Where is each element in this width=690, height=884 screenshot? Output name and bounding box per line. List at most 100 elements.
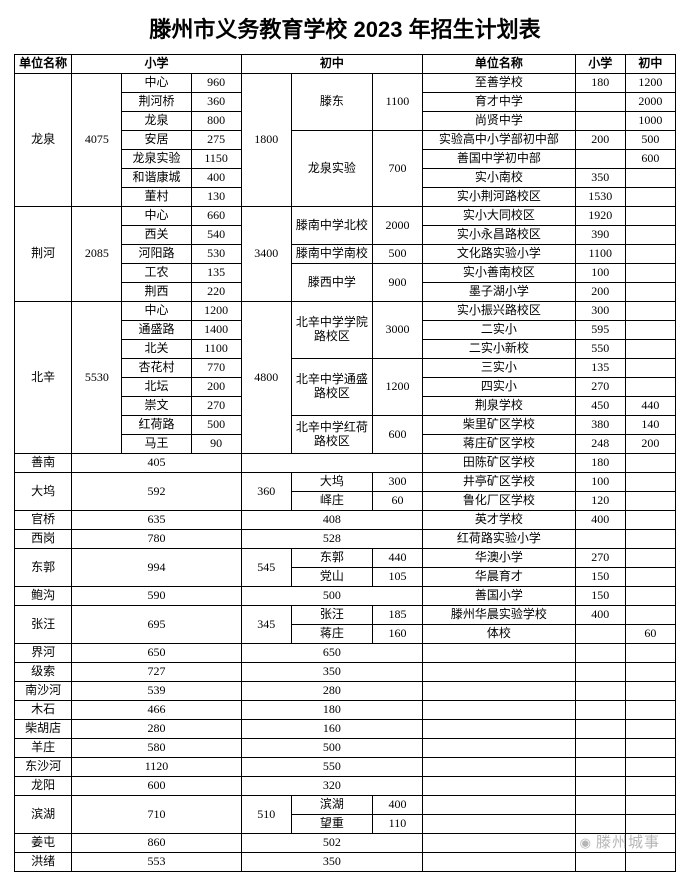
cell: 党山 [291,568,372,587]
cell: 荆河桥 [122,93,191,112]
cell: 田陈矿区学校 [423,454,576,473]
cell: 380 [575,416,625,435]
cell: 河阳路 [122,245,191,264]
cell: 中心 [122,74,191,93]
cell [423,682,576,701]
cell [423,701,576,720]
cell: 实小永昌路校区 [423,226,576,245]
cell [575,93,625,112]
cell: 180 [575,74,625,93]
cell: 界河 [15,644,72,663]
cell: 660 [191,207,241,226]
cell: 60 [372,492,422,511]
cell: 大坞 [15,473,72,511]
cell: 105 [372,568,422,587]
cell: 尚贤中学 [423,112,576,131]
cell [575,720,625,739]
cell: 135 [191,264,241,283]
table-row: 西岗780528红荷路实验小学 [15,530,676,549]
cell: 200 [575,283,625,302]
cell: 张汪 [15,606,72,644]
cell: 实验高中小学部初中部 [423,131,576,150]
cell: 600 [372,416,422,454]
cell: 3000 [372,302,422,359]
cell: 300 [372,473,422,492]
cell [575,112,625,131]
cell: 墨子湖小学 [423,283,576,302]
table-row: 羊庄580500 [15,739,676,758]
table-row: 洪绪553350 [15,853,676,872]
table-row: 柴胡店280160 [15,720,676,739]
cell: 140 [625,416,675,435]
cell: 滕西中学 [291,264,372,302]
cell: 二实小 [423,321,576,340]
cell: 1100 [575,245,625,264]
cell: 姜屯 [15,834,72,853]
cell: 实小荆河路校区 [423,188,576,207]
cell: 体校 [423,625,576,644]
cell: 红荷路实验小学 [423,530,576,549]
cell: 500 [241,587,422,606]
cell: 135 [575,359,625,378]
cell [625,264,675,283]
cell: 270 [191,397,241,416]
cell: 至善学校 [423,74,576,93]
cell: 荆泉学校 [423,397,576,416]
cell: 蒋庄 [291,625,372,644]
cell: 360 [191,93,241,112]
cell: 洪绪 [15,853,72,872]
table-row: 张汪695345张汪185滕州华晨实验学校400 [15,606,676,625]
cell: 635 [72,511,241,530]
cell: 553 [72,853,241,872]
cell: 590 [72,587,241,606]
cell [625,302,675,321]
cell: 1800 [241,74,291,207]
cell: 级索 [15,663,72,682]
cell [625,815,675,834]
cell [423,644,576,663]
cell [423,739,576,758]
cell: 2000 [625,93,675,112]
cell: 180 [241,701,422,720]
cell: 100 [575,264,625,283]
cell [575,739,625,758]
cell: 红荷路 [122,416,191,435]
cell: 200 [191,378,241,397]
table-row: 南沙河539280 [15,682,676,701]
cell: 860 [72,834,241,853]
cell: 木石 [15,701,72,720]
cell: 东沙河 [15,758,72,777]
cell [625,473,675,492]
cell: 井亭矿区学校 [423,473,576,492]
cell [423,720,576,739]
cell [625,777,675,796]
cell: 北辛中学学院路校区 [291,302,372,359]
cell: 滕南中学北校 [291,207,372,245]
cell: 160 [372,625,422,644]
cell: 100 [575,473,625,492]
header-cell: 初中 [241,55,422,74]
table-row: 龙泉4075中心9601800滕东1100至善学校1801200 [15,74,676,93]
cell: 华澳小学 [423,549,576,568]
cell: 董村 [122,188,191,207]
cell: 育才中学 [423,93,576,112]
cell: 440 [372,549,422,568]
cell: 220 [191,283,241,302]
cell: 960 [191,74,241,93]
table-row: 单位名称小学初中单位名称小学初中 [15,55,676,74]
table-row: 官桥635408英才学校400 [15,511,676,530]
cell: 700 [372,131,422,207]
cell: 三实小 [423,359,576,378]
table-row: 级索727350 [15,663,676,682]
cell: 550 [575,340,625,359]
cell: 通盛路 [122,321,191,340]
cell [625,663,675,682]
cell: 1530 [575,188,625,207]
cell: 善南 [15,454,72,473]
cell: 200 [575,131,625,150]
cell [575,796,625,815]
cell: 善国中学初中部 [423,150,576,169]
cell: 400 [372,796,422,815]
cell [241,454,422,473]
cell: 270 [575,549,625,568]
